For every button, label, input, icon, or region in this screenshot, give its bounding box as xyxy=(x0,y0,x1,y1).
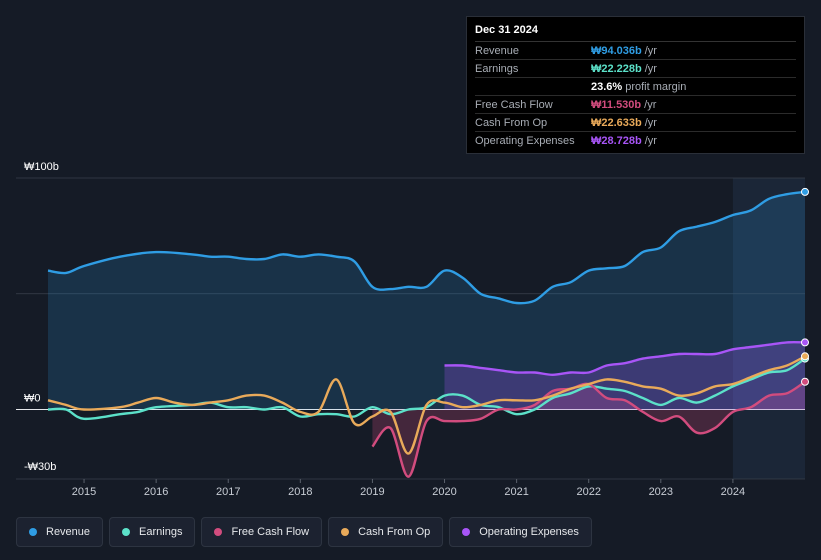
legend-label: Cash From Op xyxy=(358,526,431,538)
tooltip-row-value: 23.6% xyxy=(591,80,623,93)
legend: Revenue Earnings Free Cash Flow Cash From O… xyxy=(16,517,592,547)
tooltip-row-label: Operating Expenses xyxy=(475,134,575,147)
legend-item-revenue[interactable]: Revenue xyxy=(16,517,104,547)
tooltip-row-unit: /yr xyxy=(644,44,657,57)
legend-item-free-cash-flow[interactable]: Free Cash Flow xyxy=(201,517,323,547)
tooltip-panel: Dec 31 2024 Revenue ₩94.036b/yr Earnings ₩2… xyxy=(466,16,805,154)
legend-label: Operating Expenses xyxy=(479,526,579,538)
free-cash-flow-endpoint xyxy=(801,377,809,386)
x-tick-label: 2017 xyxy=(216,486,240,498)
x-tick-label: 2021 xyxy=(504,486,528,498)
x-tick-label: 2023 xyxy=(649,486,673,498)
tooltip-row-unit: /yr xyxy=(644,134,657,147)
legend-dot-icon xyxy=(462,528,471,536)
x-tick-label: 2022 xyxy=(576,486,600,498)
cash-from-op-endpoint xyxy=(801,352,809,361)
legend-item-operating-expenses[interactable]: Operating Expenses xyxy=(449,517,592,547)
tooltip-row-label: Revenue xyxy=(475,44,520,57)
tooltip-row-label: Free Cash Flow xyxy=(475,98,553,111)
legend-dot-icon xyxy=(214,528,223,536)
revenue-line xyxy=(47,190,806,305)
x-tick-label: 2019 xyxy=(360,486,384,498)
x-tick-label: 2018 xyxy=(288,486,312,498)
x-tick-label: 2016 xyxy=(144,486,168,498)
revenue-endpoint xyxy=(801,187,809,196)
x-tick-label: 2024 xyxy=(721,486,745,498)
legend-label: Revenue xyxy=(46,526,91,538)
tooltip-row-label: Cash From Op xyxy=(475,116,548,129)
legend-label: Free Cash Flow xyxy=(231,526,310,538)
tooltip-row-value: ₩94.036b xyxy=(591,44,642,57)
tooltip-row: Earnings ₩22.228b/yr xyxy=(475,60,796,78)
tooltip-row-label: Earnings xyxy=(475,62,519,75)
forecast-region xyxy=(732,178,805,479)
legend-item-cash-from-op[interactable]: Cash From Op xyxy=(328,517,444,547)
revenue-area xyxy=(48,191,805,410)
legend-item-earnings[interactable]: Earnings xyxy=(109,517,196,547)
tooltip-row-value: ₩22.633b xyxy=(591,116,642,129)
operating-expenses-area xyxy=(444,342,805,410)
tooltip-row-unit: /yr xyxy=(644,98,657,111)
cash-from-op-line xyxy=(47,355,806,455)
x-tick-label: 2020 xyxy=(432,486,456,498)
x-tick-label: 2015 xyxy=(72,486,96,498)
tooltip-row: 23.6% profit margin xyxy=(475,78,796,96)
tooltip-row-value: ₩28.728b xyxy=(591,134,642,147)
operating-expenses-line xyxy=(444,341,806,376)
legend-dot-icon xyxy=(341,528,350,536)
tooltip-row-unit: profit margin xyxy=(625,80,687,93)
tooltip-row-unit: /yr xyxy=(644,116,657,129)
y-axis-label: ₩100b xyxy=(24,161,59,173)
tooltip-row-value: ₩22.228b xyxy=(591,62,642,75)
tooltip-row: Revenue ₩94.036b/yr xyxy=(475,42,796,60)
legend-dot-icon xyxy=(122,528,131,536)
tooltip-row: Operating Expenses ₩28.728b/yr xyxy=(475,132,796,149)
tooltip-row: Free Cash Flow ₩11.530b/yr xyxy=(475,96,796,114)
y-axis-label: ₩0 xyxy=(24,393,41,405)
y-axis-label: -₩30b xyxy=(24,461,56,473)
tooltip-date: Dec 31 2024 xyxy=(475,24,796,42)
tooltip-row-unit: /yr xyxy=(644,62,657,75)
tooltip-row-value: ₩11.530b xyxy=(591,98,642,111)
tooltip-row: Cash From Op ₩22.633b/yr xyxy=(475,114,796,132)
legend-label: Earnings xyxy=(139,526,183,538)
free-cash-flow-area xyxy=(372,381,805,477)
operating-expenses-endpoint xyxy=(801,338,809,347)
legend-dot-icon xyxy=(29,528,37,536)
